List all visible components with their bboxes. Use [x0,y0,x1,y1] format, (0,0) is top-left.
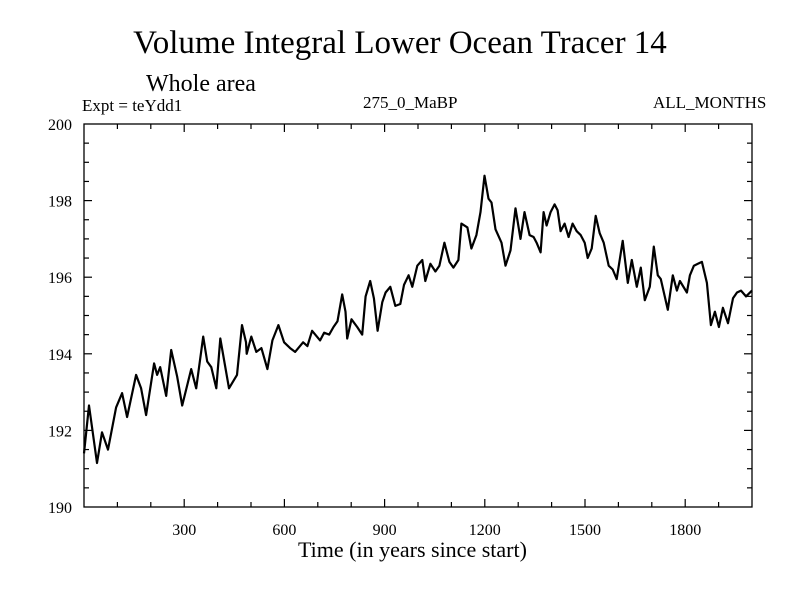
y-tick-label: 192 [48,423,72,440]
chart-subtitle: Whole area [146,71,256,97]
x-tick-label: 1200 [469,522,501,539]
x-tick-label: 600 [272,522,296,539]
plot-frame [83,123,753,508]
series-line [82,174,753,465]
period-label: 275_0_MaBP [363,93,458,112]
months-label: ALL_MONTHS [653,93,767,112]
x-tick-label: 300 [172,522,196,539]
y-tick-label: 198 [48,194,72,211]
chart-title: Volume Integral Lower Ocean Tracer 14 [133,25,667,61]
y-tick-label: 194 [48,347,72,364]
y-tick-label: 190 [48,500,72,517]
axis-ticks [84,124,752,507]
experiment-label: Expt = teYdd1 [82,96,183,115]
x-tick-label: 1500 [569,522,601,539]
x-tick-label: 1800 [669,522,701,539]
x-axis-label: Time (in years since start) [298,537,527,562]
x-tick-label: 900 [373,522,397,539]
y-tick-label: 200 [48,117,72,134]
tick-labels: 300 600 900 1200 1500 1800 190 192 194 196 198 200 [48,117,701,539]
y-tick-label: 196 [48,270,72,287]
